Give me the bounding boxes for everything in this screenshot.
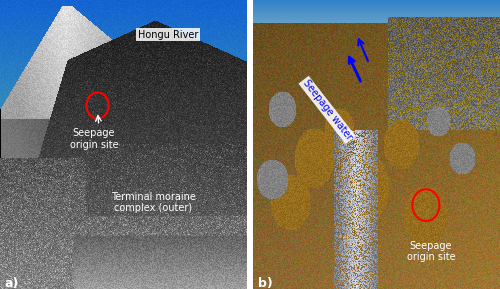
Text: a): a) <box>5 277 20 289</box>
Text: Seepage
origin site: Seepage origin site <box>406 241 455 262</box>
Text: b): b) <box>258 277 272 289</box>
Text: Seepage water: Seepage water <box>300 78 354 142</box>
Text: Terminal moraine
complex (outer): Terminal moraine complex (outer) <box>110 192 196 213</box>
Text: Seepage
origin site: Seepage origin site <box>70 128 118 149</box>
Text: Hongu River: Hongu River <box>138 30 198 40</box>
